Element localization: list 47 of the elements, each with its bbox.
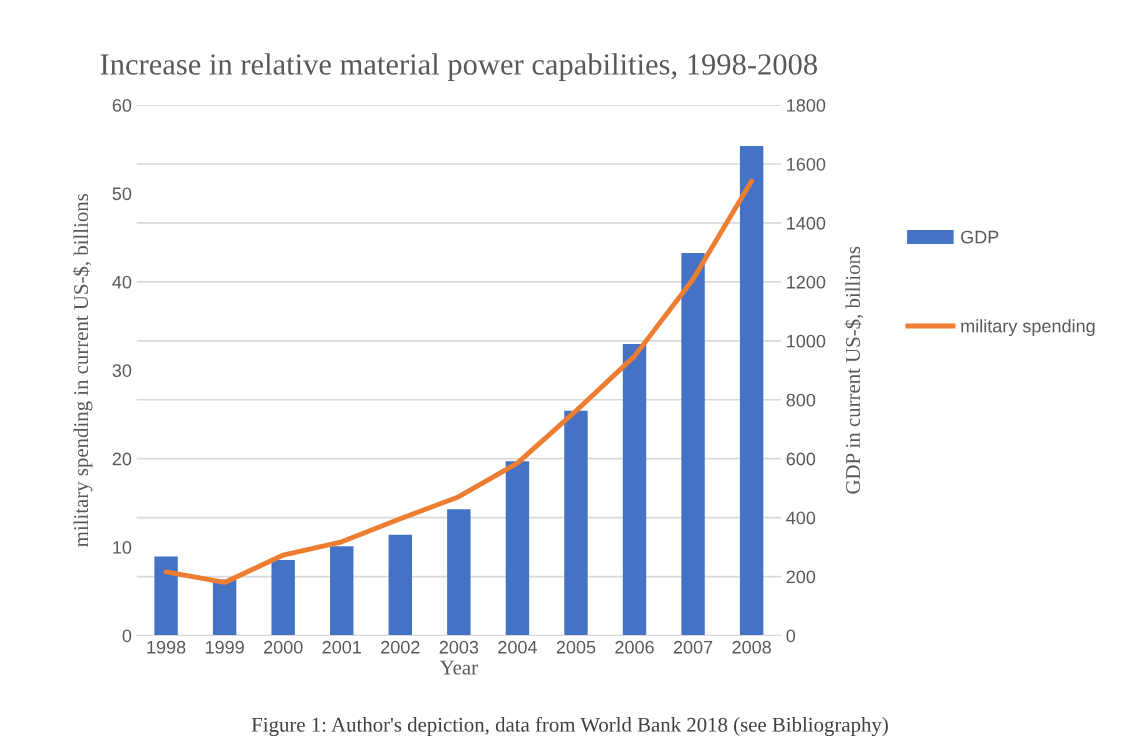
y2-axis-title: GDP in current US-$, billions bbox=[844, 246, 864, 494]
x-tick-label: 2008 bbox=[732, 640, 771, 654]
y2-tick-label: 800 bbox=[786, 393, 816, 407]
x-tick-label: 1998 bbox=[147, 640, 186, 654]
y-tick-label: 60 bbox=[112, 98, 132, 112]
x-tick-label: 2002 bbox=[381, 640, 420, 654]
legend-label: GDP bbox=[961, 230, 999, 244]
y-axis-title: military spending in current US-$, billions bbox=[72, 193, 93, 547]
x-tick-label: 2006 bbox=[615, 640, 654, 654]
bar bbox=[447, 509, 471, 636]
bar bbox=[505, 461, 530, 636]
x-tick-label: 2001 bbox=[322, 640, 361, 654]
x-tick-label: 1999 bbox=[205, 640, 244, 654]
y2-tick-label: 1600 bbox=[787, 157, 826, 171]
bar bbox=[388, 534, 413, 636]
y2-tick-label: 400 bbox=[786, 511, 816, 525]
x-tick-label: 2004 bbox=[498, 640, 537, 654]
chart-title: Increase in relative material power capabilities, 1998-2008 bbox=[100, 53, 817, 81]
y-tick-label: 0 bbox=[122, 629, 132, 643]
y2-tick-label: 600 bbox=[786, 452, 816, 466]
bar bbox=[739, 146, 764, 636]
legend-label: military spending bbox=[961, 319, 1095, 337]
y-tick-label: 40 bbox=[112, 275, 132, 289]
caption: Figure 1: Author's depiction, data from World Bank 2018 (see Bibliography) bbox=[251, 716, 888, 737]
bar bbox=[622, 344, 647, 636]
x-tick-label: 2005 bbox=[556, 640, 596, 654]
y-tick-label: 20 bbox=[112, 452, 132, 466]
x-tick-label: 2007 bbox=[673, 640, 713, 654]
y2-tick-label: 1200 bbox=[787, 275, 826, 289]
y-tick-label: 10 bbox=[113, 541, 132, 554]
bar bbox=[681, 252, 705, 636]
x-tick-label: 2000 bbox=[264, 640, 303, 654]
y-tick-label: 50 bbox=[112, 187, 132, 201]
bar bbox=[271, 560, 295, 636]
y2-tick-label: 200 bbox=[786, 570, 816, 584]
bar bbox=[330, 546, 354, 636]
y2-tick-label: 1800 bbox=[787, 98, 826, 112]
y2-tick-label: 1000 bbox=[787, 334, 826, 348]
bar bbox=[212, 579, 237, 636]
bar bbox=[564, 410, 588, 636]
y2-tick-label: 1400 bbox=[787, 216, 826, 230]
line-series bbox=[163, 178, 755, 585]
y-tick-label: 30 bbox=[112, 364, 132, 377]
bar bbox=[154, 556, 178, 636]
x-axis-title: Year bbox=[439, 660, 478, 675]
x-tick-label: 2003 bbox=[439, 640, 479, 654]
y2-tick-label: 0 bbox=[786, 629, 796, 643]
